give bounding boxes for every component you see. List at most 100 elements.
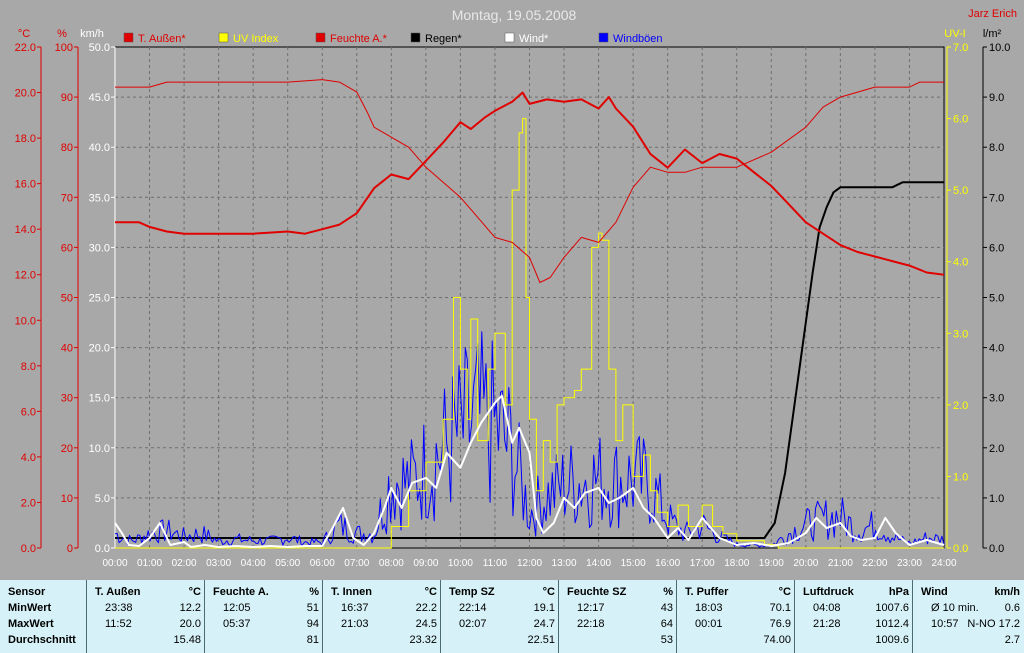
column-header: T. Puffer — [685, 586, 729, 598]
rain-axis-tick-label: 9.0 — [989, 92, 1004, 104]
max-time: 22:18 — [577, 618, 605, 630]
temp-axis-tick-label: 22.0 — [15, 42, 36, 54]
min-time: 12:17 — [577, 602, 605, 614]
min-value: 51 — [306, 602, 319, 614]
uv-axis-tick-label: 3.0 — [953, 328, 968, 340]
x-tick-label: 11:00 — [483, 558, 508, 569]
uv-axis-tick-label: 4.0 — [953, 257, 968, 269]
min-value: 12.2 — [179, 602, 201, 614]
rain-axis-tick-label: 2.0 — [989, 443, 1004, 455]
x-tick-label: 18:00 — [724, 558, 749, 569]
uv-axis-tick-label: 0.0 — [953, 543, 968, 555]
legend-label: T. Außen* — [138, 33, 186, 45]
x-tick-label: 13:00 — [552, 558, 577, 569]
column-unit: hPa — [888, 586, 909, 598]
grid — [115, 47, 944, 548]
max-value: N-NO 17.2 — [967, 618, 1020, 630]
min-time: 22:14 — [459, 602, 487, 614]
column-divider — [322, 580, 323, 653]
x-tick-label: 22:00 — [862, 558, 887, 569]
temp-axis-tick-label: 8.0 — [21, 361, 36, 373]
wind-axis-tick-label: 10.0 — [89, 443, 110, 455]
min-time: 18:03 — [695, 602, 723, 614]
column-divider — [558, 580, 559, 653]
rain-axis-tick-label: 8.0 — [989, 142, 1004, 154]
rain-axis-tick-label: 4.0 — [989, 343, 1004, 355]
column-unit: °C — [424, 586, 437, 598]
max-value: 20.0 — [179, 618, 201, 630]
avg-value: 22.51 — [527, 634, 555, 646]
x-tick-label: 06:00 — [310, 558, 335, 569]
legend-swatch — [218, 32, 229, 43]
rain-axis-tick-label: 6.0 — [989, 242, 1004, 254]
legend-label: UV Index — [233, 33, 279, 45]
legend-label: Regen* — [425, 33, 462, 45]
column-unit: km/h — [994, 586, 1020, 598]
series-line-t-au-en- — [115, 91, 945, 276]
weather-chart: Montag, 19.05.2008 Jarz Erich T. Außen* U… — [15, 7, 1017, 569]
x-tick-label: 21:00 — [828, 558, 853, 569]
column-unit: % — [663, 586, 673, 598]
legend-swatch — [410, 32, 421, 43]
column-header: T. Innen — [331, 586, 372, 598]
wind-axis-tick-label: 30.0 — [89, 242, 110, 254]
x-tick-label: 16:00 — [655, 558, 680, 569]
rain-axis-tick-label: 5.0 — [989, 293, 1004, 305]
wind-axis-tick-label: 40.0 — [89, 142, 110, 154]
avg-value: 81 — [306, 634, 319, 646]
column-unit: % — [309, 586, 319, 598]
x-tick-label: 12:00 — [517, 558, 542, 569]
max-value: 24.5 — [415, 618, 437, 630]
avg-value: 15.48 — [173, 634, 201, 646]
x-tick-label: 23:00 — [897, 558, 922, 569]
legend-label: Windböen — [613, 33, 663, 45]
avg-value: 23.32 — [409, 634, 437, 646]
temp-axis-tick-label: 0.0 — [21, 543, 36, 555]
max-value: 64 — [660, 618, 673, 630]
temp-axis-tick-label: 14.0 — [15, 224, 36, 236]
max-time: 05:37 — [223, 618, 251, 630]
temp-axis-tick-label: 2.0 — [21, 497, 36, 509]
x-tick-label: 24:00 — [931, 558, 956, 569]
min-value: 19.1 — [533, 602, 555, 614]
wind-axis-tick-label: 20.0 — [89, 343, 110, 355]
x-tick-label: 01:00 — [137, 558, 162, 569]
temp-axis-tick-label: 16.0 — [15, 179, 36, 191]
axes: 00:00 01:00 02:00 03:00 04:00 05:00 06:00 07:00… — [15, 28, 1011, 569]
column-header: Feuchte SZ — [567, 586, 627, 598]
temp-axis-tick-label: 12.0 — [15, 270, 36, 282]
x-tick-label: 00:00 — [102, 558, 127, 569]
column-header: T. Außen — [95, 586, 141, 598]
x-tick-label: 17:00 — [690, 558, 715, 569]
row-label: Durchschnitt — [8, 634, 76, 646]
x-tick-label: 10:00 — [448, 558, 473, 569]
humidity-axis-tick-label: 90 — [61, 92, 73, 104]
column-divider — [86, 580, 87, 653]
max-value: 24.7 — [533, 618, 555, 630]
column-header: Luftdruck — [803, 586, 854, 598]
max-value: 76.9 — [769, 618, 791, 630]
min-value: 0.6 — [1004, 602, 1020, 614]
humidity-axis-tick-label: 40 — [61, 343, 73, 355]
x-tick-label: 14:00 — [586, 558, 611, 569]
column-header: Temp SZ — [449, 586, 495, 598]
wind-axis-tick-label: 15.0 — [89, 393, 110, 405]
max-time: 21:28 — [813, 618, 841, 630]
legend-label: Feuchte A.* — [330, 33, 388, 45]
wind-axis-tick-label: 35.0 — [89, 192, 110, 204]
series-line-feuchte-a- — [115, 79, 944, 283]
row-label: Sensor — [8, 586, 46, 598]
x-tick-label: 03:00 — [206, 558, 231, 569]
rain-axis-tick-label: 0.0 — [989, 543, 1004, 555]
temp-axis-tick-label: 4.0 — [21, 452, 36, 464]
wind-axis-tick-label: 45.0 — [89, 92, 110, 104]
axis-unit-label: °C — [18, 28, 30, 40]
humidity-axis-tick-label: 20 — [61, 443, 73, 455]
column-header: Feuchte A. — [213, 586, 269, 598]
column-unit: °C — [778, 586, 791, 598]
wind-axis-tick-label: 25.0 — [89, 293, 110, 305]
legend-label: Wind* — [519, 33, 549, 45]
legend-swatch — [598, 32, 609, 43]
author-label: Jarz Erich — [968, 8, 1017, 20]
axis-unit-label: UV-I — [944, 28, 965, 40]
